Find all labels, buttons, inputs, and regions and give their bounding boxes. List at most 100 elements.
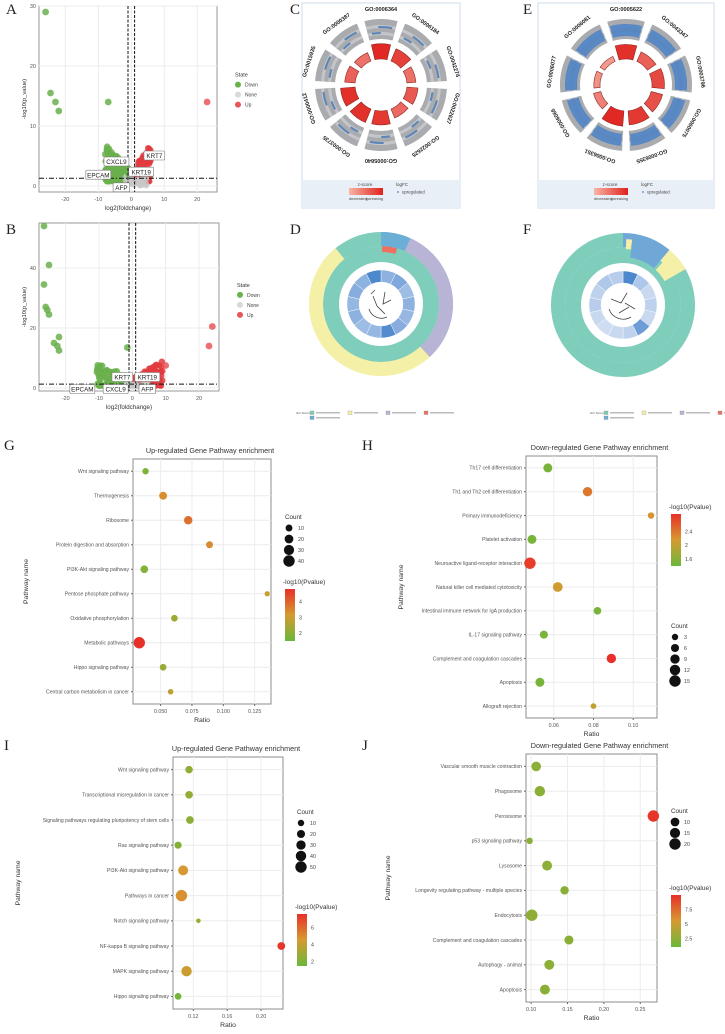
x-tick-label: 0.100 (217, 709, 230, 715)
highlight-segment (381, 232, 411, 252)
pathway-label: Complement and coagulation cascades (433, 938, 523, 944)
pathway-bubble (542, 860, 553, 871)
down-point (109, 151, 116, 159)
x-tick-label: 0.25 (635, 1007, 645, 1013)
go-term-track (399, 116, 422, 135)
pathway-bubble (582, 487, 593, 497)
color-legend-tick: 1.6 (685, 557, 692, 563)
pathway-bubble (174, 841, 182, 849)
x-tick-label: 0.12 (188, 1014, 198, 1020)
legend-text-placeholder (316, 417, 340, 419)
up-point (152, 362, 159, 369)
color-legend-tick: 2.4 (685, 529, 692, 535)
pathway-bubble (590, 703, 597, 709)
x-axis-label: Ratio (220, 1022, 236, 1029)
size-legend-label: 20 (298, 537, 304, 543)
x-axis-label: Ratio (584, 1015, 600, 1022)
go-category-segment (404, 238, 454, 358)
pathway-label: Endocytosis (495, 913, 523, 919)
pathway-label: Wnt signaling pathway (78, 469, 129, 475)
gene-label-box (111, 372, 134, 382)
y-axis-label: Pathway name (398, 564, 405, 609)
down-point (116, 172, 123, 179)
x-axis-label: log2(foldchange) (106, 404, 152, 411)
down-point (103, 178, 111, 185)
color-legend-tick: 4 (311, 943, 314, 949)
zscore-bar (627, 105, 650, 126)
pathway-label: Lysosome (499, 863, 522, 869)
volcano-plot-a: -20 -10 0 10 20 0 10 20 30 CXCL9 KRT7 KRT19 EPCAM AFP… (22, 4, 258, 212)
panel-letter-c: C (290, 2, 301, 18)
bubble-plot-i: Up-regulated Gene Pathway enrichment 0.12… (15, 744, 337, 1029)
x-tick-label: 0.050 (154, 709, 167, 715)
zscore-colorbar (594, 188, 628, 195)
color-legend-tick: 2 (311, 960, 314, 966)
pathway-bubble (174, 992, 182, 1000)
color-legend-tick: 2 (299, 631, 302, 637)
down-point (47, 89, 54, 97)
size-legend-title: Count (671, 808, 688, 815)
up-point (203, 98, 211, 106)
size-legend-dot (284, 534, 294, 544)
go-term-outer-segment (315, 49, 343, 83)
pathway-bubble (159, 491, 168, 500)
x-tick-label: -20 (62, 396, 70, 402)
go-term-outer-segment (315, 87, 343, 121)
down-point (94, 361, 101, 369)
gene-label: CXCL9 (106, 159, 127, 166)
logfc-points (670, 58, 687, 91)
down-point (93, 369, 100, 376)
color-legend-title: -log10(Pvalue) (295, 904, 337, 911)
legend-swatch (717, 410, 723, 415)
go-term-outer-segment (364, 129, 398, 151)
logfc-points (564, 58, 582, 91)
legend-text-placeholder (610, 417, 634, 419)
gene-label-box (103, 156, 130, 167)
down-point (52, 98, 59, 106)
legend-swatch (423, 410, 429, 415)
highlight-segment (625, 239, 633, 250)
size-legend-label: 6 (684, 646, 687, 652)
color-legend-bar (671, 514, 681, 566)
size-legend-label: 10 (684, 820, 690, 826)
logfc-points (337, 123, 350, 135)
pathway-bubble (543, 463, 553, 473)
legend-text-placeholder (430, 412, 454, 414)
size-legend-title: Count (671, 623, 688, 630)
dendrogram-branch (368, 308, 388, 319)
gene-label-box (134, 372, 161, 382)
logfc-points (330, 100, 336, 110)
go-term-track (423, 56, 434, 83)
pathway-label: Signaling pathways regulating pluripoten… (43, 818, 170, 824)
color-legend-title: -log10(Pvalue) (669, 885, 711, 892)
go-term-label: GO:0006077 (546, 56, 558, 89)
size-legend-dot (295, 861, 307, 873)
dendrogram-branch (372, 295, 386, 315)
go-term-track (321, 52, 333, 82)
gene-label-box (69, 384, 96, 394)
gene-label: KRT19 (138, 375, 158, 382)
zscore-bar (601, 105, 625, 127)
pathway-bubble (133, 637, 145, 649)
dendrogram-center (360, 283, 402, 325)
size-legend-label: 3 (684, 635, 687, 641)
zscore-bar (649, 68, 665, 89)
legend-swatch (309, 415, 315, 420)
gene-label: AFP (141, 387, 153, 394)
legend-text-placeholder (316, 412, 340, 414)
x-tick-label: 0.20 (599, 1007, 609, 1013)
pathway-label: Ras signaling pathway (118, 843, 169, 849)
logfc-points (660, 97, 686, 129)
panel-letter-d: D (290, 222, 301, 238)
logfc-points (434, 64, 440, 79)
go-term-track (328, 87, 339, 114)
logfc-points (411, 120, 420, 128)
pathway-label: Th17 cell differentiation (469, 466, 522, 472)
y-axis-label: Pathway name (15, 860, 22, 905)
zscore-bar (371, 43, 391, 61)
pathway-label: Thermogenesis (94, 494, 130, 500)
zscore-low-label: decreasing (594, 197, 613, 201)
legend-label: Up (245, 103, 252, 109)
y-tick-label: 20 (30, 64, 36, 70)
zscore-bar (344, 65, 360, 84)
